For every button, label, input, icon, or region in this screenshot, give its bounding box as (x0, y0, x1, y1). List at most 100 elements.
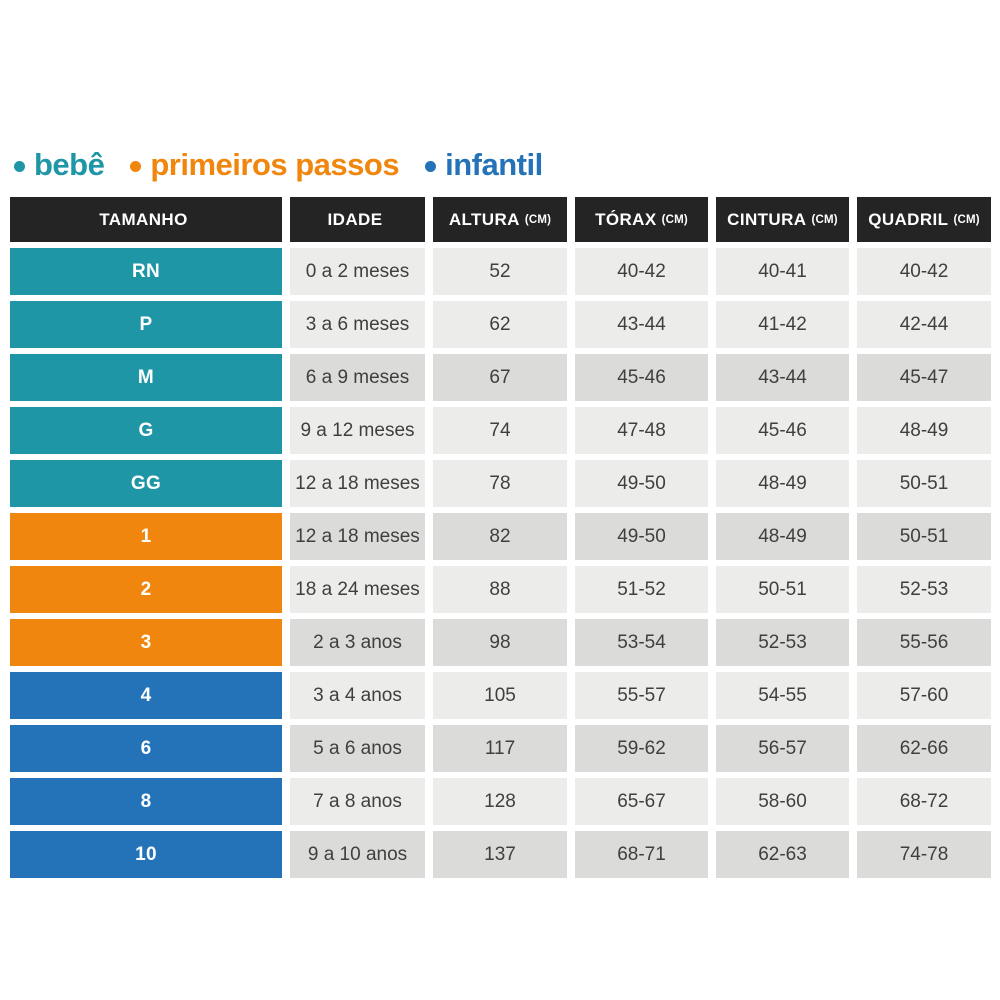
torax-cell: 55-57 (575, 672, 708, 719)
size-cell-8: 8 (10, 778, 282, 825)
column-header-label: IDADE (327, 209, 383, 229)
cintura-cell: 58-60 (716, 778, 849, 825)
column-header-tamanho: TAMANHO (10, 197, 282, 242)
torax-cell: 40-42 (575, 248, 708, 295)
idade-cell: 9 a 10 anos (290, 831, 425, 878)
legend-dot-icon (14, 161, 25, 172)
size-cell-3: 3 (10, 619, 282, 666)
idade-cell: 7 a 8 anos (290, 778, 425, 825)
torax-cell: 59-62 (575, 725, 708, 772)
cintura-cell: 48-49 (716, 513, 849, 560)
quadril-cell: 45-47 (857, 354, 991, 401)
legend-item-label: infantil (445, 147, 543, 182)
altura-cell: 128 (433, 778, 567, 825)
legend-item-label: bebê (34, 147, 105, 182)
altura-cell: 62 (433, 301, 567, 348)
quadril-cell: 48-49 (857, 407, 991, 454)
size-cell-6: 6 (10, 725, 282, 772)
quadril-cell: 50-51 (857, 513, 991, 560)
quadril-cell: 52-53 (857, 566, 991, 613)
column-header-unit: (CM) (811, 213, 838, 226)
idade-cell: 3 a 6 meses (290, 301, 425, 348)
column-header-label: ALTURA (448, 209, 520, 229)
column-header-torax: TÓRAX (CM) (575, 197, 708, 242)
altura-cell: 78 (433, 460, 567, 507)
cintura-cell: 45-46 (716, 407, 849, 454)
size-cell-g: G (10, 407, 282, 454)
altura-cell: 82 (433, 513, 567, 560)
quadril-cell: 62-66 (857, 725, 991, 772)
idade-cell: 18 a 24 meses (290, 566, 425, 613)
idade-cell: 12 a 18 meses (290, 513, 425, 560)
torax-cell: 49-50 (575, 513, 708, 560)
column-header-label: TAMANHO (99, 209, 188, 229)
legend-item-bebe: bebê (14, 147, 105, 183)
size-cell-1: 1 (10, 513, 282, 560)
column-header-label: TÓRAX (595, 209, 657, 229)
quadril-cell: 40-42 (857, 248, 991, 295)
altura-cell: 74 (433, 407, 567, 454)
column-header-label: CINTURA (727, 209, 807, 229)
altura-cell: 88 (433, 566, 567, 613)
idade-cell: 12 a 18 meses (290, 460, 425, 507)
cintura-cell: 41-42 (716, 301, 849, 348)
size-cell-rn: RN (10, 248, 282, 295)
idade-cell: 3 a 4 anos (290, 672, 425, 719)
torax-cell: 68-71 (575, 831, 708, 878)
legend-item-infantil: infantil (425, 147, 543, 183)
altura-cell: 137 (433, 831, 567, 878)
size-table: TAMANHO IDADE ALTURA (CM) TÓRAX (CM) CINTU… (10, 197, 991, 878)
torax-cell: 65-67 (575, 778, 708, 825)
quadril-cell: 42-44 (857, 301, 991, 348)
column-header-unit: (CM) (953, 213, 980, 226)
column-header-quadril: QUADRIL (CM) (857, 197, 991, 242)
column-header-altura: ALTURA (CM) (433, 197, 567, 242)
size-cell-4: 4 (10, 672, 282, 719)
torax-cell: 53-54 (575, 619, 708, 666)
legend-dot-icon (130, 161, 142, 172)
torax-cell: 43-44 (575, 301, 708, 348)
altura-cell: 117 (433, 725, 567, 772)
torax-cell: 47-48 (575, 407, 708, 454)
quadril-cell: 57-60 (857, 672, 991, 719)
quadril-cell: 50-51 (857, 460, 991, 507)
size-cell-m: M (10, 354, 282, 401)
idade-cell: 0 a 2 meses (290, 248, 425, 295)
altura-cell: 52 (433, 248, 567, 295)
legend-dot-icon (425, 161, 437, 172)
column-header-unit: (CM) (524, 213, 552, 226)
size-cell-2: 2 (10, 566, 282, 613)
altura-cell: 105 (433, 672, 567, 719)
quadril-cell: 74-78 (857, 831, 991, 878)
column-header-cintura: CINTURA (CM) (716, 197, 849, 242)
legend-item-label: primeiros passos (150, 147, 400, 182)
idade-cell: 6 a 9 meses (290, 354, 425, 401)
legend-item-primeiros_passos: primeiros passos (130, 147, 400, 183)
cintura-cell: 40-41 (716, 248, 849, 295)
column-header-label: QUADRIL (868, 209, 949, 229)
quadril-cell: 55-56 (857, 619, 991, 666)
quadril-cell: 68-72 (857, 778, 991, 825)
cintura-cell: 50-51 (716, 566, 849, 613)
idade-cell: 9 a 12 meses (290, 407, 425, 454)
torax-cell: 49-50 (575, 460, 708, 507)
size-group-legend: bebê primeiros passos infantil (14, 144, 543, 186)
torax-cell: 51-52 (575, 566, 708, 613)
size-cell-10: 10 (10, 831, 282, 878)
column-header-idade: IDADE (290, 197, 425, 242)
cintura-cell: 52-53 (716, 619, 849, 666)
idade-cell: 2 a 3 anos (290, 619, 425, 666)
altura-cell: 98 (433, 619, 567, 666)
size-cell-p: P (10, 301, 282, 348)
size-cell-gg: GG (10, 460, 282, 507)
cintura-cell: 43-44 (716, 354, 849, 401)
idade-cell: 5 a 6 anos (290, 725, 425, 772)
cintura-cell: 56-57 (716, 725, 849, 772)
cintura-cell: 48-49 (716, 460, 849, 507)
torax-cell: 45-46 (575, 354, 708, 401)
column-header-unit: (CM) (661, 213, 688, 226)
altura-cell: 67 (433, 354, 567, 401)
cintura-cell: 62-63 (716, 831, 849, 878)
cintura-cell: 54-55 (716, 672, 849, 719)
